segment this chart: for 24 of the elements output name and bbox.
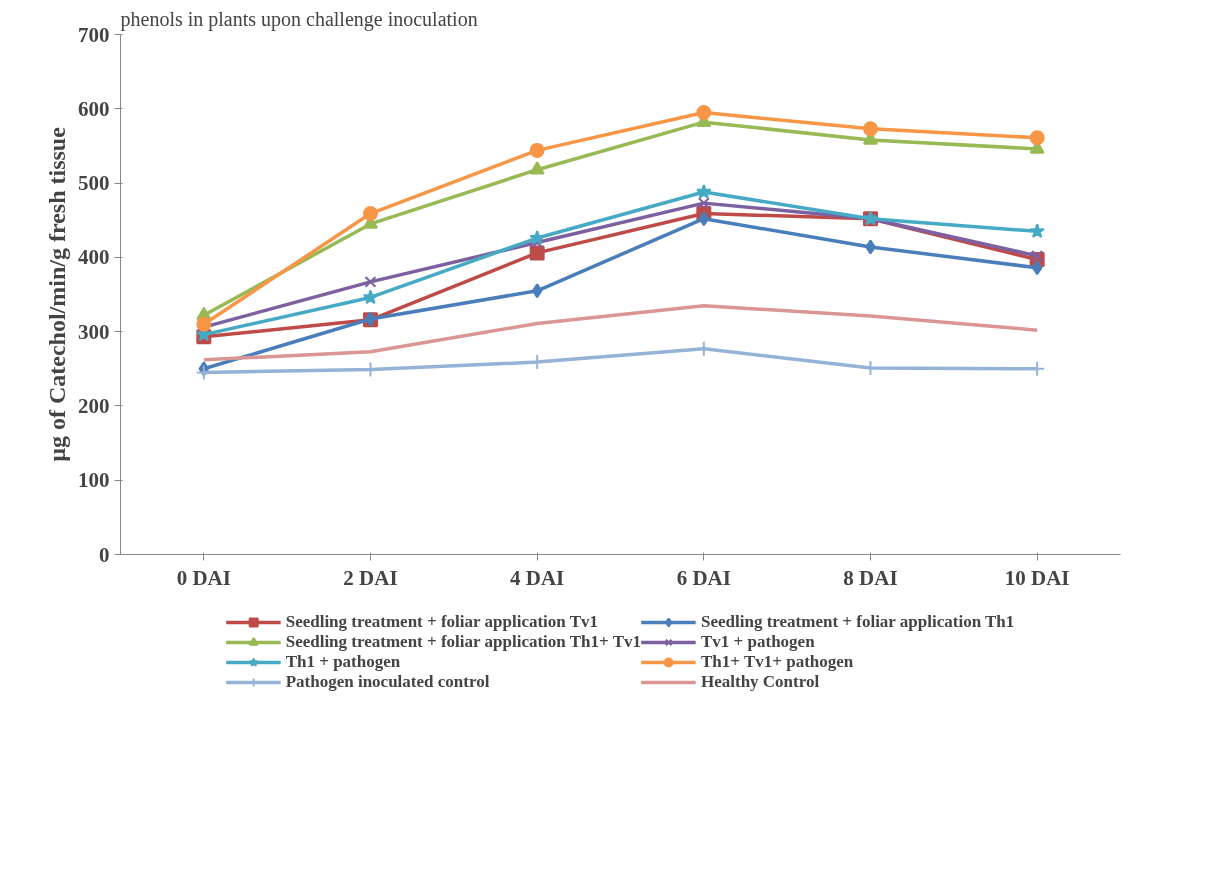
y-axis-title: µg of Catechol/min/g fresh tissue (44, 126, 70, 462)
x-tick-label: 10 DAI (1004, 565, 1070, 590)
legend-label: Pathogen inoculated control (285, 672, 490, 692)
chart-title: phenols in plants upon challenge inoculation (120, 7, 478, 31)
x-tick-label: 2 DAI (343, 565, 398, 590)
legend-label: Th1 + pathogen (285, 652, 401, 672)
x-tick-label: 4 DAI (510, 565, 565, 590)
legend-label: Seedling treatment + foliar application Th1+ Tv1 (285, 632, 641, 652)
legend-label: Seedling treatment + foliar application Th1 (700, 612, 1015, 632)
x-tick-label: 6 DAI (676, 565, 731, 590)
y-tick-label: 0 (99, 542, 110, 567)
legend-label: Healthy Control (700, 672, 820, 692)
y-tick-label: 300 (78, 319, 110, 344)
y-tick-label: 200 (78, 393, 110, 418)
legend-label: Seedling treatment + foliar application Tv1 (285, 612, 599, 632)
legend-label: Tv1 + pathogen (700, 632, 815, 652)
y-tick-label: 700 (78, 22, 110, 47)
y-tick-label: 400 (78, 245, 110, 270)
legend-label: Th1+ Tv1+ pathogen (700, 652, 854, 672)
x-tick-label: 0 DAI (176, 565, 231, 590)
y-tick-label: 500 (78, 171, 110, 196)
x-tick-label: 8 DAI (843, 565, 898, 590)
y-tick-label: 100 (78, 468, 110, 493)
y-tick-label: 600 (78, 96, 110, 121)
